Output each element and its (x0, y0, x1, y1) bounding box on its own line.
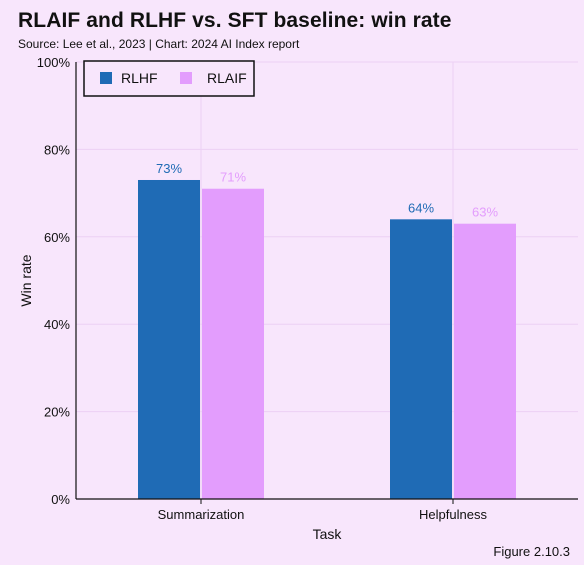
y-tick-label: 20% (44, 405, 70, 420)
data-label-rlaif-helpfulness: 63% (472, 205, 498, 220)
x-tick-label: Summarization (158, 507, 245, 522)
legend-box (83, 60, 255, 97)
bars (138, 179, 516, 500)
data-label-rlhf-helpfulness: 64% (408, 200, 434, 215)
x-axis-title: Task (313, 526, 343, 542)
legend-label-rlhf: RLHF (121, 70, 158, 86)
y-tick-label: 100% (37, 55, 71, 70)
y-tick-label: 0% (51, 492, 70, 507)
figure-label: Figure 2.10.3 (493, 544, 570, 559)
data-label-rlaif-summarization: 71% (220, 170, 246, 185)
chart-title: RLAIF and RLHF vs. SFT baseline: win rat… (18, 9, 452, 32)
chart-subtitle: Source: Lee et al., 2023 | Chart: 2024 A… (18, 37, 300, 51)
legend-swatch-rlhf (100, 72, 112, 84)
x-tick-label: Helpfulness (419, 507, 487, 522)
legend-swatch-rlaif (180, 72, 192, 84)
bar-rlhf-helpfulness (390, 219, 452, 499)
axes: 0% 20% 40% 60% 80% 100% Summarization Helpfulne… (18, 55, 578, 542)
legend: RLHF RLAIF (83, 60, 255, 97)
y-tick-label: 40% (44, 317, 70, 332)
legend-label-rlaif: RLAIF (207, 70, 247, 86)
data-label-rlhf-summarization: 73% (156, 161, 182, 176)
bar-rlaif-summarization (202, 188, 264, 500)
data-labels: 73% 71% 64% 63% (156, 161, 498, 220)
bar-rlaif-helpfulness (454, 223, 516, 499)
y-tick-label: 60% (44, 230, 70, 245)
y-tick-label: 80% (44, 142, 70, 157)
bar-rlhf-summarization (138, 179, 200, 500)
y-axis-title: Win rate (18, 254, 34, 306)
